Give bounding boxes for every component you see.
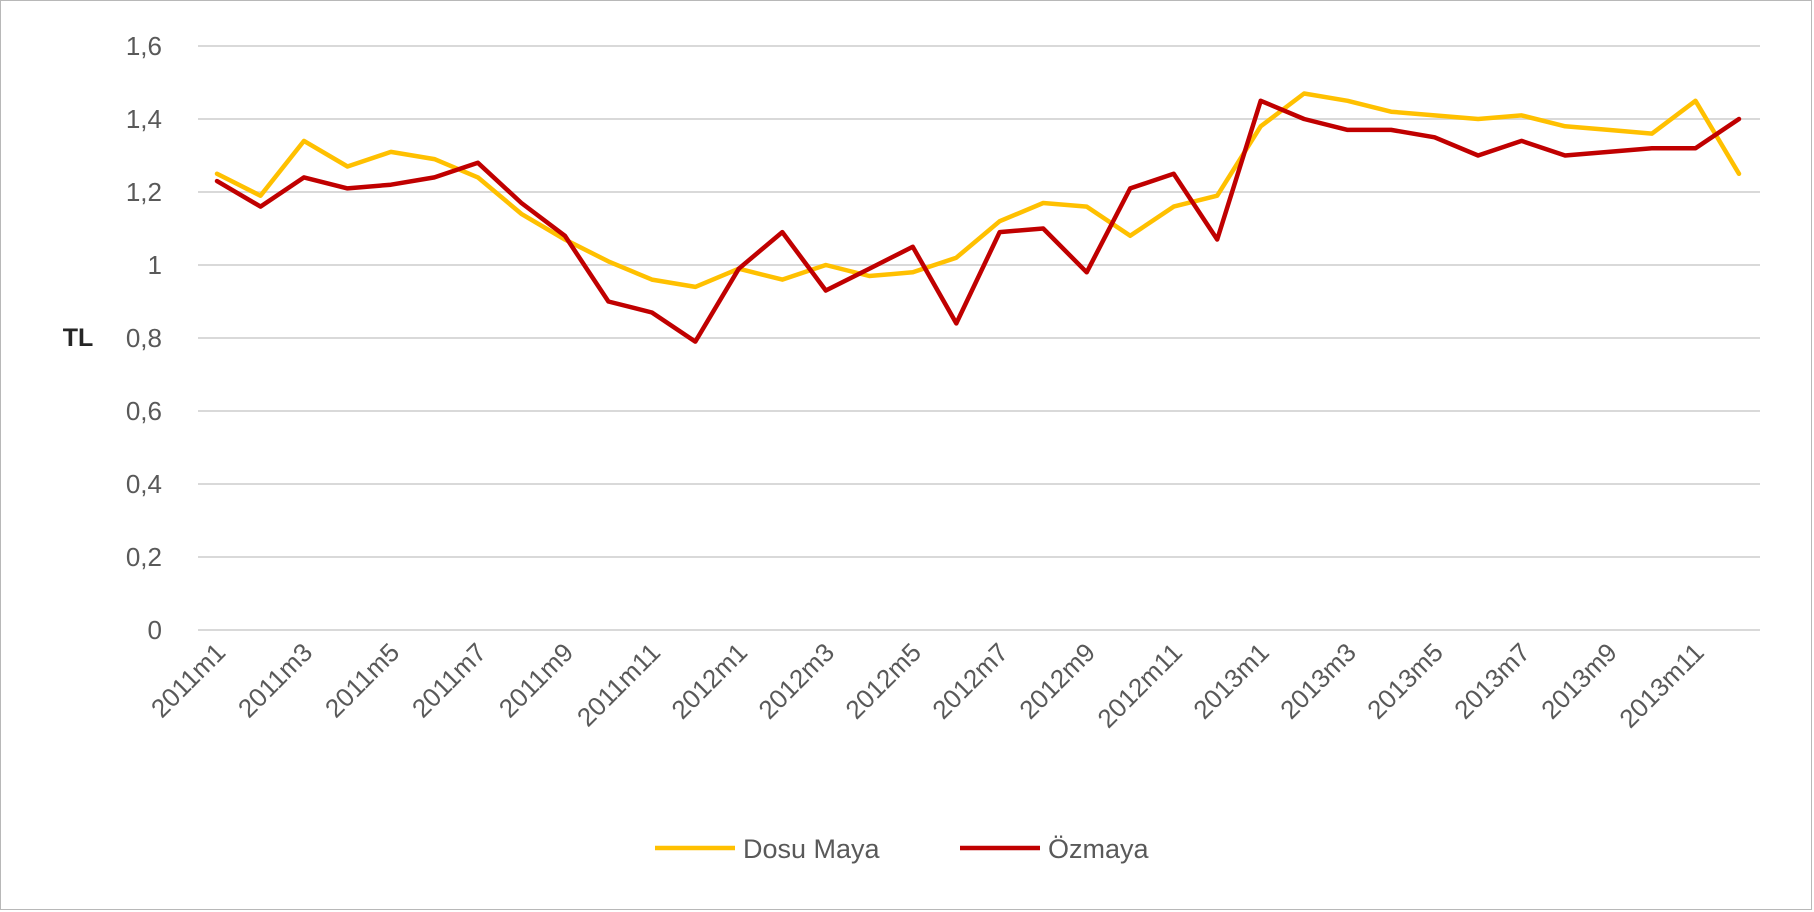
y-tick-label: 1,4 xyxy=(126,104,162,134)
x-tick-label: 2011m11 xyxy=(571,637,666,732)
y-tick-label: 0,2 xyxy=(126,542,162,572)
gridlines xyxy=(198,45,1760,631)
x-tick-label: 2013m3 xyxy=(1274,637,1362,725)
x-tick-label: 2012m5 xyxy=(839,637,927,725)
y-tick-label: 1,6 xyxy=(126,31,162,61)
legend-label: Dosu Maya xyxy=(743,834,881,864)
legend-label: Özmaya xyxy=(1048,834,1150,864)
y-axis-label: TL xyxy=(63,324,94,352)
x-tick-label: 2013m9 xyxy=(1535,637,1623,725)
y-tick-label: 0,4 xyxy=(126,469,162,499)
x-tick-label: 2013m5 xyxy=(1361,637,1449,725)
x-tick-label: 2012m11 xyxy=(1091,637,1188,734)
x-tick-label: 2011m7 xyxy=(406,637,492,723)
y-tick-label: 0 xyxy=(148,615,162,645)
y-tick-label: 1 xyxy=(148,250,162,280)
series-line-dosu-maya xyxy=(214,91,1742,290)
x-tick-label: 2012m1 xyxy=(665,637,753,725)
x-tick-label: 2012m3 xyxy=(752,637,840,725)
x-tick-label: 2013m1 xyxy=(1187,637,1275,725)
series-line-zmaya xyxy=(214,98,1742,344)
x-tick-label: 2011m9 xyxy=(493,637,579,723)
x-tick-label: 2012m7 xyxy=(926,637,1014,725)
x-tick-label: 2011m1 xyxy=(145,637,231,723)
x-tick-label: 2013m11 xyxy=(1613,637,1710,734)
y-tick-label: 0,6 xyxy=(126,396,162,426)
x-tick-label: 2011m5 xyxy=(319,637,405,723)
legend: Dosu Maya Özmaya xyxy=(655,834,1150,864)
y-tick-label: 0,8 xyxy=(126,323,162,353)
x-tick-label: 2011m3 xyxy=(232,637,318,723)
x-tick-label: 2013m7 xyxy=(1448,637,1536,725)
y-tick-label: 1,2 xyxy=(126,177,162,207)
series-lines xyxy=(214,91,1742,344)
x-tick-label: 2012m9 xyxy=(1013,637,1101,725)
y-tick-labels: 0 0,2 0,4 0,6 0,8 1 1,2 1,4 1,6 xyxy=(126,31,162,645)
